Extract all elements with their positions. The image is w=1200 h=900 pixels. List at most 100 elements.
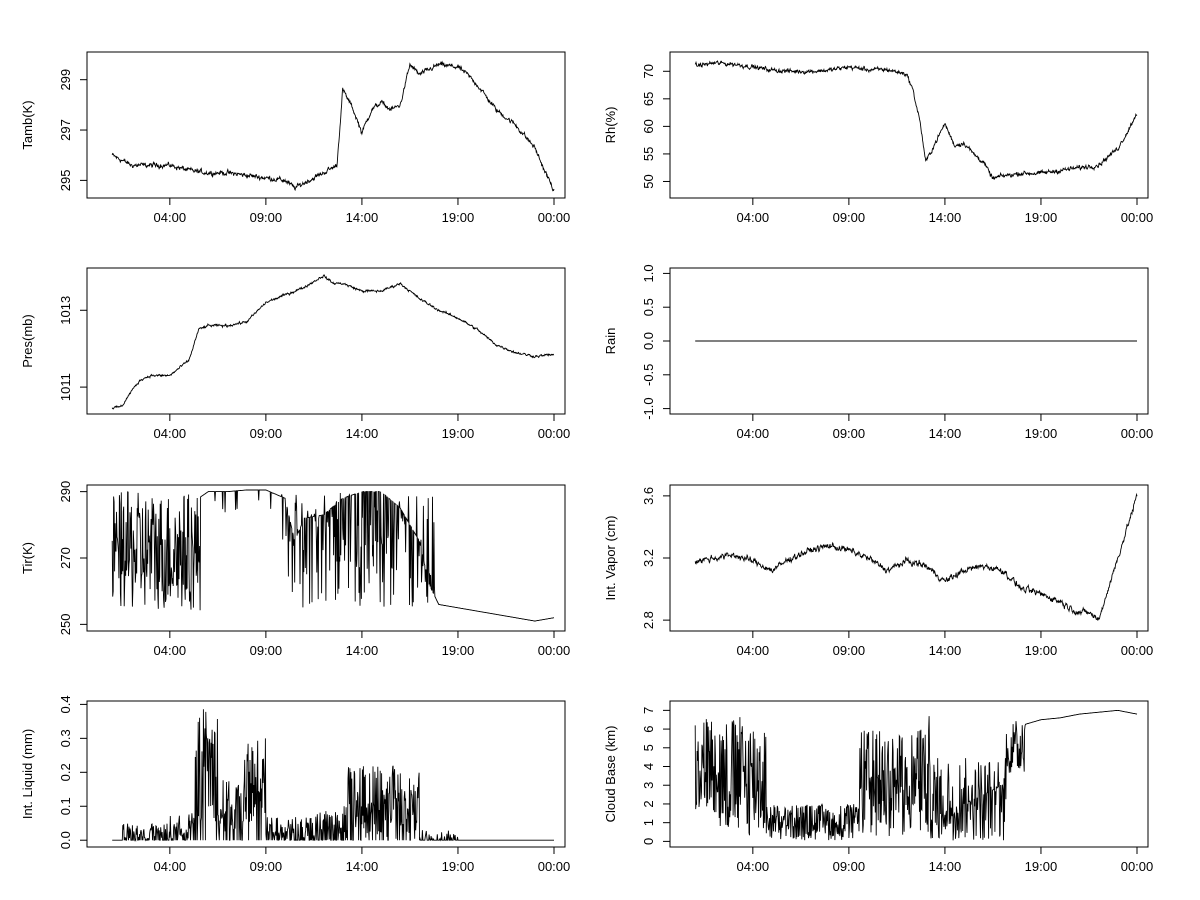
y-tick-label: -0.5 (641, 364, 656, 386)
series-line (112, 709, 554, 842)
x-tick-label: 14:00 (929, 210, 962, 225)
chart-panel: 04:00 09:00 14:00 19:00 00:00 0.0 0.1 0.2 0.3 0.4… (20, 695, 570, 874)
y-tick-label: 0.5 (641, 298, 656, 316)
y-tick-label: 0.1 (58, 797, 73, 815)
series-line (111, 274, 555, 410)
y-tick-label: 3.2 (641, 549, 656, 567)
x-tick-label: 09:00 (833, 210, 866, 225)
x-tick-label: 09:00 (250, 210, 283, 225)
x-tick-label: 19:00 (1025, 210, 1058, 225)
y-tick-label: 65 (641, 92, 656, 106)
x-tick-label: 09:00 (833, 426, 866, 441)
y-tick-label: 290 (58, 481, 73, 503)
x-tick-label: 19:00 (1025, 859, 1058, 874)
x-tick-label: 14:00 (346, 859, 379, 874)
x-tick-label: 19:00 (442, 426, 475, 441)
x-tick-label: 19:00 (442, 210, 475, 225)
x-tick-label: 09:00 (833, 643, 866, 658)
plot-frame (669, 51, 1149, 199)
plot-frame (86, 267, 566, 415)
x-tick-label: 14:00 (346, 643, 379, 658)
x-tick-label: 09:00 (250, 426, 283, 441)
series-line (111, 489, 555, 622)
y-tick-label: 60 (641, 119, 656, 133)
chart-panel: 04:00 09:00 14:00 19:00 00:00 -1.0 -0.5 0.0 0.5 1… (603, 264, 1153, 441)
x-tick-label: 04:00 (737, 210, 770, 225)
x-tick-label: 19:00 (442, 643, 475, 658)
y-tick-label: 295 (58, 170, 73, 192)
chart-panel: 04:00 09:00 14:00 19:00 00:00 250 270 290 Tir(K) (20, 481, 570, 658)
x-tick-label: 04:00 (737, 426, 770, 441)
x-tick-label: 14:00 (929, 859, 962, 874)
y-tick-label: 0.4 (58, 695, 73, 713)
chart-panel: 04:00 09:00 14:00 19:00 00:00 0 1 2 3 4 5 6 7 Cloud B… (603, 700, 1154, 874)
x-tick-label: 04:00 (154, 859, 187, 874)
y-tick-label: 250 (58, 614, 73, 636)
chart-panel: 04:00 09:00 14:00 19:00 00:00 295 297 299 Tamb(K… (20, 51, 571, 225)
y-tick-label: 0 (641, 838, 656, 845)
chart-panel: 04:00 09:00 14:00 19:00 00:00 2.8 3.2 3.6 Int. V… (603, 484, 1154, 658)
y-tick-label: 2 (641, 800, 656, 807)
x-tick-label: 19:00 (442, 859, 475, 874)
x-tick-label: 00:00 (1121, 426, 1154, 441)
x-tick-label: 19:00 (1025, 643, 1058, 658)
x-tick-label: 04:00 (737, 643, 770, 658)
y-axis-label: Int. Liquid (mm) (20, 729, 35, 819)
y-tick-label: 1.0 (641, 264, 656, 282)
plot-frame (86, 700, 566, 848)
x-tick-label: 04:00 (154, 426, 187, 441)
series-line (694, 60, 1138, 180)
x-tick-label: 09:00 (250, 859, 283, 874)
y-axis-label: Tamb(K) (20, 100, 35, 149)
y-tick-label: 3 (641, 782, 656, 789)
y-tick-label: 6 (641, 725, 656, 732)
x-tick-label: 00:00 (538, 210, 571, 225)
chart-panel: 04:00 09:00 14:00 19:00 00:00 50 55 60 65 70 Rh(%) (603, 51, 1154, 225)
y-axis-label: Tir(K) (20, 542, 35, 574)
y-tick-label: 1 (641, 819, 656, 826)
plot-frame (669, 700, 1149, 848)
y-tick-label: 55 (641, 147, 656, 161)
x-tick-label: 19:00 (1025, 426, 1058, 441)
x-tick-label: 00:00 (1121, 859, 1154, 874)
y-tick-label: 0.0 (58, 831, 73, 849)
x-tick-label: 00:00 (538, 859, 571, 874)
y-tick-label: 1011 (58, 373, 73, 401)
y-tick-label: 299 (58, 69, 73, 91)
x-tick-label: 14:00 (929, 643, 962, 658)
x-tick-label: 04:00 (154, 643, 187, 658)
y-tick-label: 0.0 (641, 332, 656, 350)
x-tick-label: 14:00 (346, 210, 379, 225)
series-line (694, 492, 1138, 621)
y-axis-label: Cloud Base (km) (603, 726, 618, 823)
y-tick-label: 7 (641, 707, 656, 714)
y-tick-label: 3.6 (641, 487, 656, 505)
series-line (111, 60, 555, 192)
y-tick-label: -1.0 (641, 397, 656, 419)
y-tick-label: 0.3 (58, 729, 73, 747)
y-tick-label: 0.2 (58, 763, 73, 781)
x-tick-label: 04:00 (737, 859, 770, 874)
x-tick-label: 14:00 (346, 426, 379, 441)
y-axis-label: Int. Vapor (cm) (603, 515, 618, 600)
x-tick-label: 09:00 (250, 643, 283, 658)
chart-panel: 04:00 09:00 14:00 19:00 00:00 1011 1013 Pres(mb… (20, 267, 571, 441)
x-tick-label: 00:00 (1121, 643, 1154, 658)
x-tick-label: 00:00 (538, 426, 571, 441)
y-tick-label: 2.8 (641, 611, 656, 629)
series-line (694, 709, 1138, 841)
y-tick-label: 270 (58, 547, 73, 569)
y-tick-label: 70 (641, 64, 656, 78)
y-tick-label: 50 (641, 174, 656, 188)
plot-frame (669, 484, 1149, 632)
plot-frame (86, 51, 566, 199)
x-tick-label: 14:00 (929, 426, 962, 441)
y-tick-label: 297 (58, 119, 73, 141)
x-tick-label: 04:00 (154, 210, 187, 225)
x-tick-label: 09:00 (833, 859, 866, 874)
y-axis-label: Rain (603, 328, 618, 355)
x-tick-label: 00:00 (1121, 210, 1154, 225)
y-axis-label: Rh(%) (603, 107, 618, 144)
y-tick-label: 5 (641, 744, 656, 751)
